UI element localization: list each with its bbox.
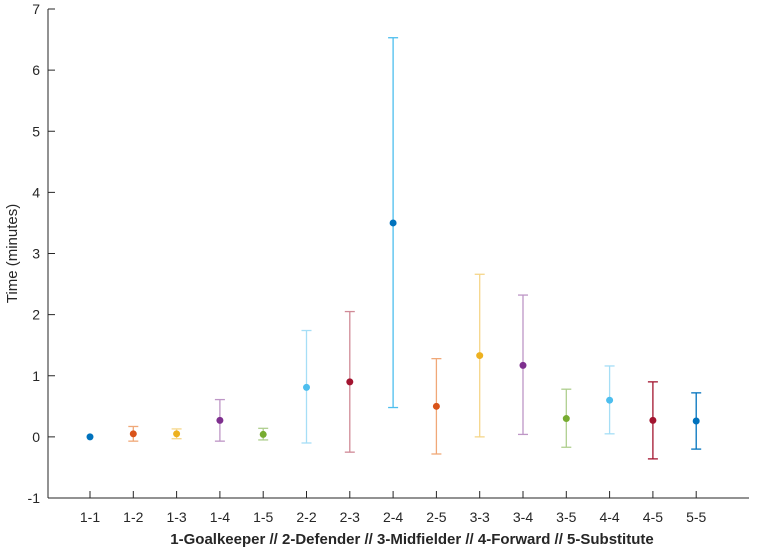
data-point [476, 352, 484, 360]
data-point [259, 430, 267, 438]
error-bar-group [604, 365, 615, 435]
error-bar-group [691, 392, 702, 450]
y-tick-label: 3 [32, 246, 40, 262]
data-point [129, 430, 137, 438]
x-tick-label: 2-5 [426, 509, 446, 525]
y-tick-label: -1 [28, 490, 41, 506]
error-bar-group [258, 427, 269, 441]
y-tick-label: 0 [32, 429, 40, 445]
x-ticks: 1-1 1-2 1-3 1-4 1-5 2-2 2-3 2-4 2-5 3-3 3-4 3-5 4-4 4… [80, 491, 707, 525]
data-point [519, 361, 527, 369]
x-tick-label: 3-5 [556, 509, 576, 525]
error-bar-group [561, 388, 572, 448]
x-tick-label: 1-1 [80, 509, 100, 525]
error-bar-group [388, 37, 399, 409]
x-tick-label: 2-2 [296, 509, 316, 525]
error-bar-group [301, 329, 312, 444]
error-bar-group [128, 425, 139, 442]
y-tick-label: 1 [32, 368, 40, 384]
x-tick-label: 3-4 [513, 509, 533, 525]
error-bar-group [171, 428, 182, 440]
axes [47, 9, 749, 499]
error-bar-group [214, 398, 225, 442]
plot-area [86, 37, 702, 460]
x-tick-label: 4-4 [599, 509, 619, 525]
y-ticks: -1 0 1 2 3 4 5 6 7 [28, 1, 55, 506]
data-point [692, 417, 700, 425]
x-tick-label: 5-5 [686, 509, 706, 525]
x-tick-label: 4-5 [643, 509, 663, 525]
x-tick-label: 2-4 [383, 509, 403, 525]
data-point [303, 383, 310, 391]
data-point [346, 378, 354, 386]
data-point [389, 219, 397, 227]
data-point [562, 415, 570, 423]
x-tick-label: 1-4 [210, 509, 230, 525]
data-point [432, 402, 440, 410]
y-tick-label: 2 [32, 307, 40, 323]
error-bar-group [431, 357, 442, 455]
error-bar-group [86, 433, 94, 441]
x-tick-label: 1-2 [123, 509, 143, 525]
x-tick-label: 3-3 [470, 509, 490, 525]
error-bar-group [647, 381, 658, 460]
x-axis-label: 1-Goalkeeper // 2-Defender // 3-Midfield… [170, 531, 653, 548]
data-point [216, 416, 224, 424]
error-bar-group [344, 310, 355, 453]
x-tick-label: 1-5 [253, 509, 273, 525]
data-point [86, 433, 94, 441]
y-tick-label: 6 [32, 62, 40, 78]
y-tick-label: 4 [32, 184, 40, 200]
y-tick-label: 5 [32, 123, 40, 139]
error-bar-group [474, 273, 485, 438]
data-point [649, 416, 657, 424]
data-point [606, 396, 614, 404]
error-bar-group [518, 294, 528, 436]
y-axis-label: Time (minutes) [4, 204, 21, 303]
data-point [173, 430, 181, 438]
y-tick-label: 7 [32, 1, 40, 17]
x-tick-label: 2-3 [340, 509, 360, 525]
x-tick-label: 1-3 [166, 509, 186, 525]
